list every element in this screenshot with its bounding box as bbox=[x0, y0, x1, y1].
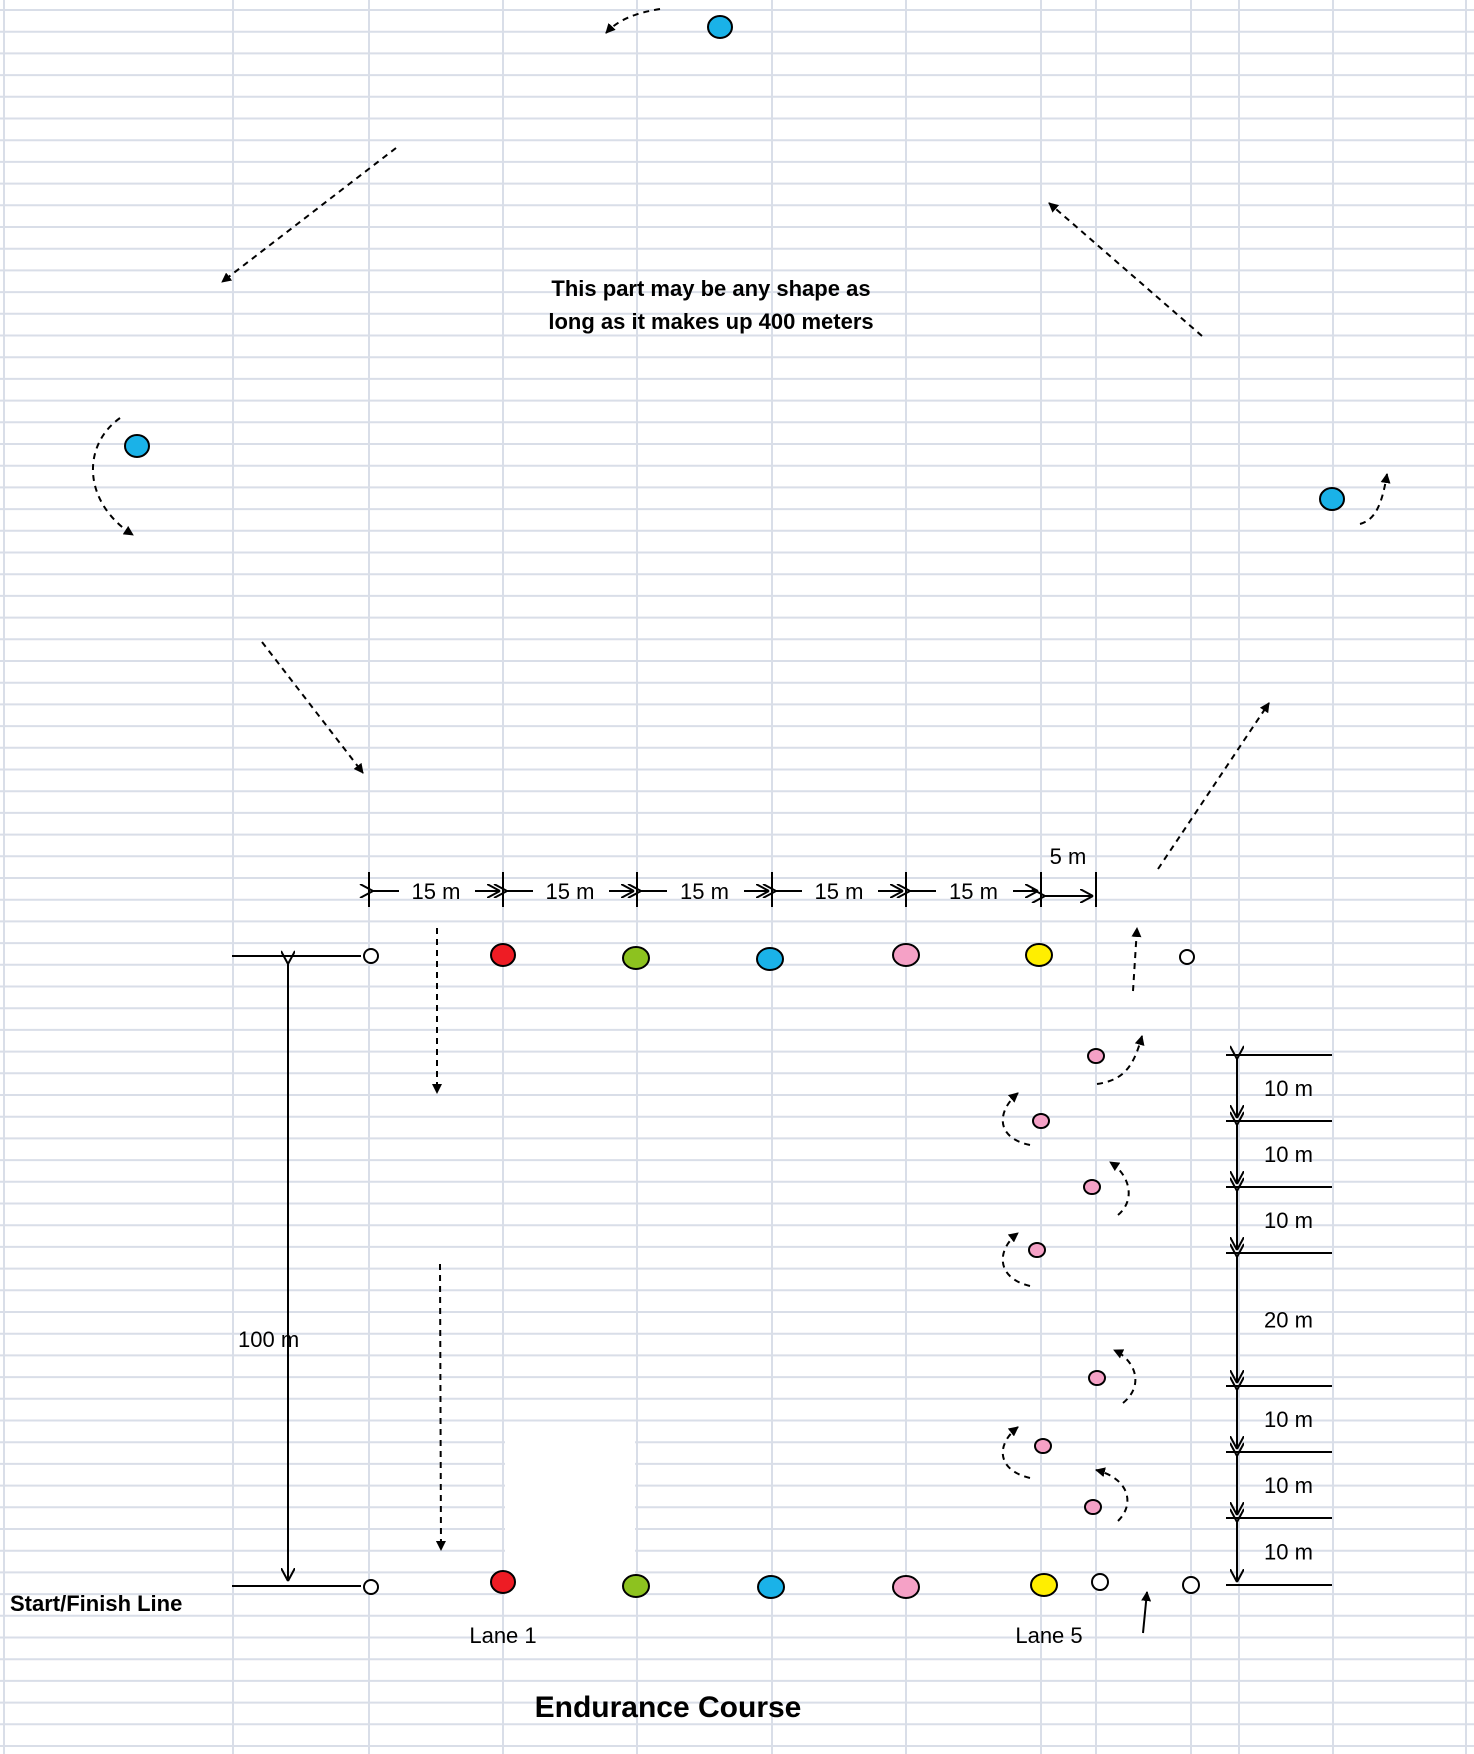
spacing-15m-label: 15 m bbox=[412, 879, 461, 904]
cone bbox=[1083, 1179, 1101, 1195]
cone bbox=[1087, 1048, 1105, 1064]
cone bbox=[757, 1575, 785, 1599]
start-finish-label: Start/Finish Line bbox=[10, 1591, 182, 1616]
cone bbox=[490, 943, 516, 967]
entry-arrow bbox=[1141, 1591, 1152, 1634]
lane-1-label: Lane 1 bbox=[469, 1623, 536, 1648]
curl-arrow bbox=[1001, 1232, 1031, 1287]
left-curve-arrow bbox=[91, 417, 134, 536]
lane-1-down-arrow-bottom bbox=[435, 1263, 446, 1551]
vertical-spacing-label: 10 m bbox=[1264, 1407, 1313, 1432]
cone bbox=[1088, 1370, 1106, 1386]
cone bbox=[363, 948, 379, 964]
exit-up-arrow bbox=[1131, 927, 1142, 992]
note-line-1: This part may be any shape as bbox=[551, 276, 870, 301]
vertical-spacing-label: 10 m bbox=[1264, 1540, 1313, 1565]
vertical-spacing: 10 m 10 m 10 m 20 m 10 m 10 m 10 m bbox=[1226, 1055, 1332, 1586]
spacing-15m-label: 15 m bbox=[680, 879, 729, 904]
curl-arrow bbox=[1113, 1349, 1137, 1404]
cone bbox=[707, 15, 733, 39]
spacing-15m-label: 15 m bbox=[949, 879, 998, 904]
spacing-15m-group: 15 m 15 m 15 m 15 m 15 m bbox=[372, 879, 1038, 904]
cone bbox=[124, 434, 150, 458]
diagram-title: Endurance Course bbox=[535, 1691, 802, 1724]
cones bbox=[124, 15, 1345, 1599]
cone bbox=[892, 1575, 920, 1599]
upper-right-arrow bbox=[1048, 202, 1203, 337]
loop-arrows bbox=[91, 8, 1391, 1551]
curl-arrow bbox=[1001, 1092, 1031, 1146]
cone bbox=[892, 943, 920, 967]
vertical-spacing-label: 20 m bbox=[1264, 1308, 1313, 1333]
cone bbox=[1091, 1573, 1109, 1591]
cone bbox=[1025, 943, 1053, 967]
cone bbox=[1030, 1573, 1058, 1597]
curl-arrow bbox=[1096, 1035, 1145, 1085]
cone bbox=[622, 1574, 650, 1598]
curl-arrow bbox=[1109, 1161, 1130, 1216]
curl-arrow bbox=[1095, 1467, 1129, 1522]
cone bbox=[1028, 1242, 1046, 1258]
cone bbox=[756, 947, 784, 971]
lower-left-arrow bbox=[261, 641, 364, 774]
slalom-curls bbox=[1001, 1035, 1145, 1522]
lower-right-arrow bbox=[1157, 702, 1270, 870]
grid-gap bbox=[505, 1440, 635, 1610]
lane-5-label: Lane 5 bbox=[1015, 1623, 1082, 1648]
cone bbox=[622, 946, 650, 970]
cone bbox=[490, 1570, 516, 1594]
cone bbox=[1182, 1576, 1200, 1594]
vertical-spacing-label: 10 m bbox=[1264, 1076, 1313, 1101]
spacing-5m-label: 5 m bbox=[1050, 844, 1087, 869]
note-line-2: long as it makes up 400 meters bbox=[548, 309, 873, 334]
spacing-15m-label: 15 m bbox=[815, 879, 864, 904]
upper-left-arrow bbox=[221, 147, 397, 283]
cone bbox=[1319, 487, 1345, 511]
cone bbox=[1034, 1438, 1052, 1454]
vertical-spacing-label: 10 m bbox=[1264, 1473, 1313, 1498]
spacing-15m-label: 15 m bbox=[546, 879, 595, 904]
curl-arrow bbox=[1001, 1426, 1031, 1479]
vertical-spacing-label: 10 m bbox=[1264, 1208, 1313, 1233]
distance-100-label: 100 m bbox=[238, 1327, 299, 1352]
cone bbox=[363, 1579, 379, 1595]
cone bbox=[1084, 1499, 1102, 1515]
cone bbox=[1179, 949, 1195, 965]
vertical-spacing-label: 10 m bbox=[1264, 1142, 1313, 1167]
cone bbox=[1032, 1113, 1050, 1129]
right-curve-arrow bbox=[1359, 473, 1391, 525]
top-curve-arrow bbox=[605, 8, 661, 34]
